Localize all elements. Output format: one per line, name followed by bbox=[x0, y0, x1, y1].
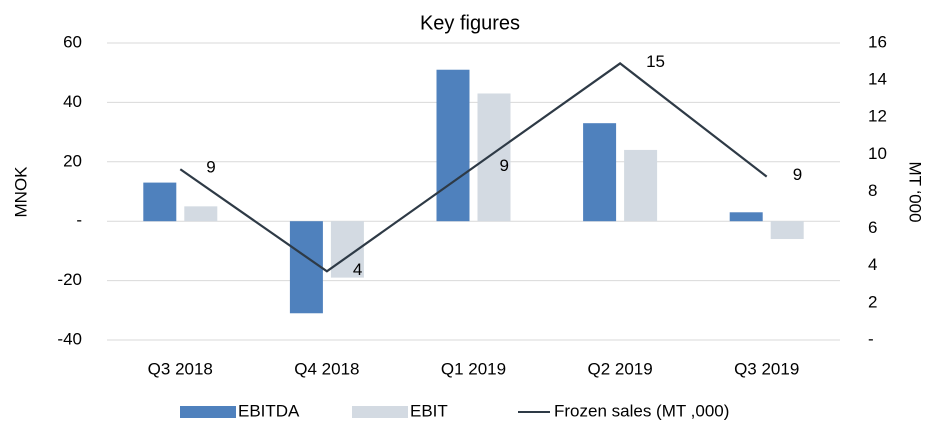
y2-tick-label: 8 bbox=[868, 181, 877, 200]
x-tick-label: Q2 2019 bbox=[587, 359, 652, 378]
bar bbox=[729, 212, 763, 222]
y2-tick-label: - bbox=[868, 329, 874, 348]
data-label: 9 bbox=[206, 158, 215, 177]
y-tick-label: -20 bbox=[57, 270, 82, 289]
bar bbox=[770, 221, 804, 240]
x-tick-label: Q4 2018 bbox=[294, 359, 359, 378]
data-label: 9 bbox=[500, 156, 509, 175]
x-tick-label: Q3 2018 bbox=[148, 359, 213, 378]
bar bbox=[184, 206, 218, 222]
y-tick-label: - bbox=[76, 211, 82, 230]
bar bbox=[583, 123, 617, 222]
bar bbox=[624, 149, 658, 222]
y-tick-label: 60 bbox=[63, 32, 82, 51]
data-label: 4 bbox=[353, 260, 362, 279]
y2-tick-label: 14 bbox=[868, 70, 887, 89]
y2-tick-label: 4 bbox=[868, 255, 877, 274]
y-tick-label: 20 bbox=[63, 151, 82, 170]
legend-label: EBIT bbox=[410, 401, 448, 420]
y-tick-label: -40 bbox=[57, 329, 82, 348]
y2-tick-label: 10 bbox=[868, 144, 887, 163]
y2-tick-label: 6 bbox=[868, 218, 877, 237]
legend-label: Frozen sales (MT ,000) bbox=[554, 401, 729, 420]
y2-tick-label: 12 bbox=[868, 107, 887, 126]
x-tick-label: Q1 2019 bbox=[441, 359, 506, 378]
x-tick-label: Q3 2019 bbox=[734, 359, 799, 378]
y2-tick-label: 2 bbox=[868, 292, 877, 311]
legend-label: EBITDA bbox=[238, 401, 300, 420]
data-label: 15 bbox=[646, 52, 665, 71]
legend-swatch bbox=[352, 406, 408, 418]
y-axis-title: MNOK bbox=[11, 166, 30, 218]
bar bbox=[289, 221, 323, 314]
chart-title: Key figures bbox=[420, 12, 520, 34]
line bbox=[179, 62, 768, 273]
bar bbox=[477, 93, 511, 222]
bar bbox=[143, 182, 177, 222]
legend-swatch bbox=[180, 406, 236, 418]
y-tick-label: 40 bbox=[63, 92, 82, 111]
y2-axis-title: MT ‘000 bbox=[906, 161, 925, 222]
data-label: 9 bbox=[793, 165, 802, 184]
y2-tick-label: 16 bbox=[868, 32, 887, 51]
bar bbox=[436, 69, 470, 222]
